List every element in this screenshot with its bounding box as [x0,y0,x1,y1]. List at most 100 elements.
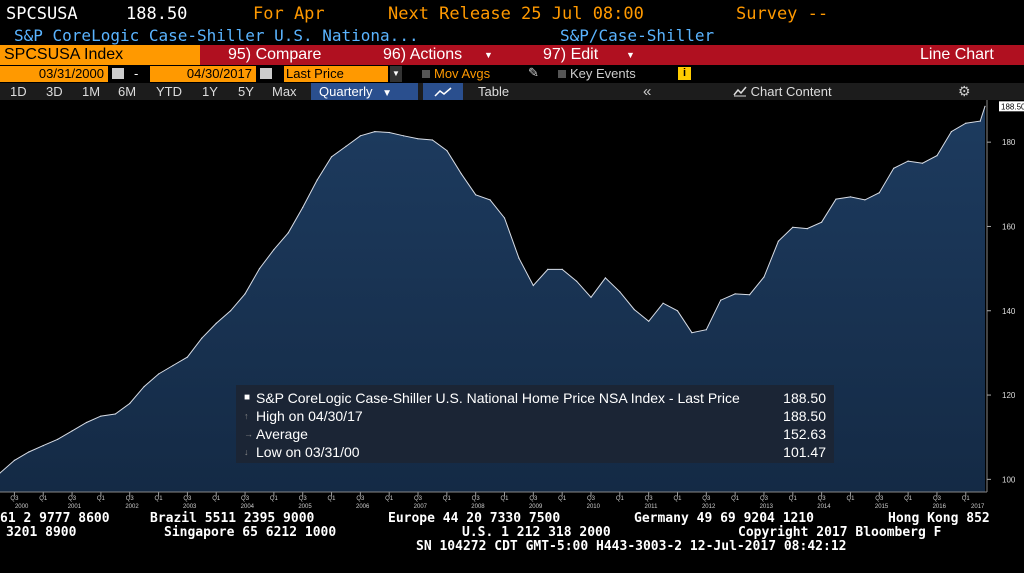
chevron-down-icon[interactable]: ▼ [390,66,402,82]
quarter-label: Q1 [616,496,625,502]
quarter-label: Q3 [645,496,654,502]
data-point [330,156,333,158]
data-point [460,173,462,175]
data-point [518,257,520,259]
checkbox-icon[interactable] [422,70,430,78]
year-label: 2013 [760,504,774,510]
range-1m[interactable]: 1M [82,84,101,99]
range-ytd[interactable]: YTD [156,84,182,99]
ticker-item: Copyright 2017 Bloomberg F [738,525,942,539]
data-point [619,291,621,293]
checkbox-icon[interactable] [558,70,566,78]
legend-low-value: 101.47 [783,444,826,460]
arrow-down-icon: ↓ [244,447,249,457]
series-line [0,106,986,474]
year-label: 2012 [702,504,716,510]
collapse-icon[interactable]: « [643,83,652,100]
frequency-select[interactable]: Quarterly ▼ [311,83,418,100]
year-label: 2001 [68,504,82,510]
key-events-label[interactable]: Key Events [570,66,636,81]
line-chart-icon [434,87,452,97]
pencil-icon[interactable]: ✎ [528,65,539,80]
line-chart-toggle[interactable] [423,83,463,100]
year-label: 2006 [356,504,370,510]
data-point [13,459,15,461]
data-point [129,402,131,405]
session-info: SN 104272 CDT GMT-5:00 H443-3003-2 12-Ju… [416,539,847,553]
quarter-label: Q3 [529,496,538,502]
end-date-field[interactable]: 04/30/2017 [150,66,256,82]
data-point [936,155,938,157]
range-max[interactable]: Max [272,84,297,99]
quarter-label: Q3 [299,496,308,502]
info-icon[interactable]: i [678,67,691,80]
table-button[interactable]: Table [478,84,510,99]
ticker-item: Hong Kong 852 [888,511,990,525]
data-point [244,293,246,295]
year-label: 2000 [15,504,29,510]
y-tick-label: 160 [1002,222,1016,231]
quarter-label: Q1 [270,496,279,502]
data-point [849,196,852,198]
data-point [215,322,217,324]
range-5y[interactable]: 5Y [238,84,254,99]
data-point [604,277,607,279]
quarter-label: Q1 [501,496,510,502]
security-field[interactable]: SPCSUSA Index [0,45,200,65]
quarter-label: Q3 [760,496,769,502]
year-label: 2008 [471,504,485,510]
mov-avgs-label[interactable]: Mov Avgs [434,66,491,81]
field-select[interactable]: Last Price [284,66,388,82]
data-point [893,167,895,169]
range-3d[interactable]: 3D [46,84,63,99]
data-point [258,268,261,270]
y-tick-label: 100 [1002,475,1016,484]
range-1y[interactable]: 1Y [202,84,218,99]
contact-ticker-line-2: 3201 8900 Singapore 65 6212 1000 U.S. 1 … [0,525,1024,539]
quarter-label: Q3 [414,496,423,502]
quarter-label: Q3 [818,496,827,502]
year-label: 2005 [298,504,312,510]
ticker-item: Brazil 5511 2395 9000 [150,511,315,525]
ticker-symbol: SPCSUSA [6,4,78,24]
year-label: 2007 [414,504,428,510]
calendar-icon[interactable] [260,68,272,79]
data-point [921,162,924,164]
calendar-icon[interactable] [112,68,124,79]
quarter-label: Q3 [702,496,711,502]
edit-menu[interactable]: 97) Edit [543,46,599,63]
data-point [0,472,1,474]
year-label: 2003 [183,504,197,510]
actions-menu[interactable]: 96) Actions [383,46,463,63]
date-separator: - [134,66,139,81]
range-1d[interactable]: 1D [10,84,27,99]
range-6m[interactable]: 6M [118,84,137,99]
data-point [965,122,967,124]
quarter-label: Q3 [472,496,481,502]
quarter-label: Q3 [183,496,192,502]
y-tick-label: 180 [1002,138,1016,147]
data-point [374,131,376,133]
data-point [359,135,361,137]
data-point [28,451,30,453]
legend-last-value: 188.50 [783,390,826,406]
data-point [345,145,347,147]
quarter-label: Q1 [846,496,855,502]
quarter-label: Q3 [10,496,19,502]
data-point [71,430,73,432]
quarter-label: Q1 [731,496,740,502]
data-point [85,421,88,424]
compare-menu[interactable]: 95) Compare [228,46,322,63]
start-date-field[interactable]: 03/31/2000 [0,66,108,82]
quarter-label: Q3 [356,496,365,502]
ticker-item: 3201 8900 [6,525,77,539]
data-point [143,386,145,388]
data-point [662,302,664,304]
chart-content-button[interactable]: Chart Content [733,83,832,100]
quarter-label: Q1 [789,496,798,502]
data-point [705,329,707,331]
data-point [777,240,780,242]
data-point [446,150,448,152]
chart-type-label[interactable]: Line Chart [920,46,994,63]
gear-icon[interactable]: ⚙ [958,83,971,99]
